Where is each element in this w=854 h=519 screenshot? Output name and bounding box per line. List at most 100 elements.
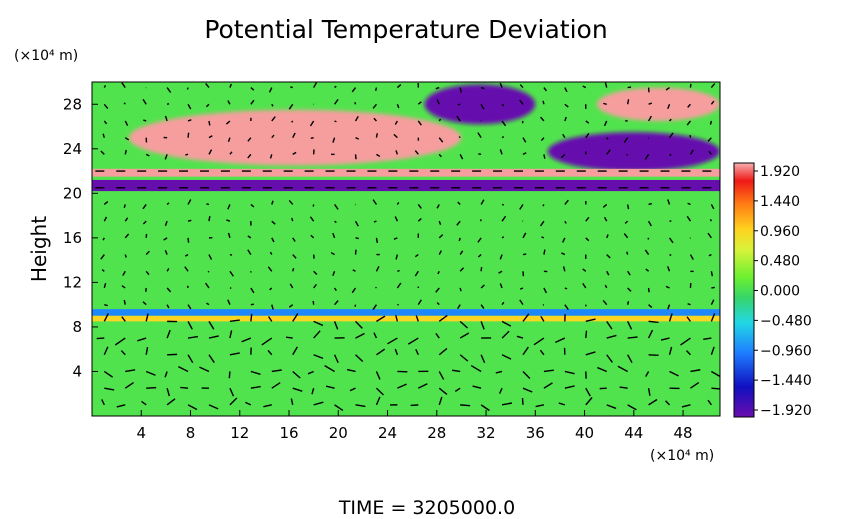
wind-vector [164,220,168,227]
wind-vector [477,132,482,139]
wind-vector [334,220,337,224]
wind-vector [187,321,193,330]
wind-vector [271,116,276,122]
wind-vector [229,319,240,323]
wind-vector [562,237,566,243]
wind-vector [703,337,712,341]
wind-vector [667,104,671,110]
wind-vector [604,284,608,289]
wind-vector [456,115,461,122]
wind-vector [103,313,109,322]
wind-vector [187,199,192,205]
wind-vector [438,387,448,396]
wind-vector [645,371,650,377]
wind-vector [124,120,129,126]
wind-vector [710,204,715,210]
wind-vector [647,329,654,339]
wind-vector [292,151,297,155]
wind-vector [313,270,318,275]
wind-vector [519,204,524,210]
wind-vector [250,203,255,208]
wind-vector [100,150,105,155]
wind-vector [145,347,149,355]
wind-vector [206,203,210,206]
wind-vector [501,136,505,139]
y-tick-label: 12 [63,273,82,291]
wind-vector [123,299,126,305]
wind-vector [501,103,505,107]
wind-vector [164,115,168,122]
wind-vector [122,270,126,276]
wind-vector [585,318,596,323]
wind-vector [711,370,720,378]
wind-vector [187,304,192,310]
wind-vector [143,119,147,122]
wind-vector [332,137,336,143]
wind-vector [457,201,461,205]
wind-vector [271,369,282,373]
wind-vector [121,316,126,322]
wind-vector [516,335,524,339]
wind-vector [647,388,651,396]
wind-vector [325,385,335,389]
x-axis-unit: (×10⁴ m) [650,448,714,464]
wind-vector [101,399,105,406]
wind-vector [333,287,337,291]
wind-vector [438,396,443,406]
wind-vector [387,337,398,345]
wind-vector [227,232,231,239]
wind-vector [501,320,512,327]
wind-vector [206,302,210,306]
wind-vector [332,232,336,239]
wind-vector [582,268,587,272]
wind-vector [121,285,126,289]
region-tropopause-cold [92,179,720,192]
wind-vector [311,387,315,395]
wind-vector [180,386,189,389]
wind-vector [539,349,545,356]
wind-vector [522,346,529,356]
wind-vector [375,133,378,138]
wind-vector [648,202,653,206]
wind-vector [564,287,568,290]
wind-vector-field [95,82,720,412]
wind-vector [103,103,109,110]
wind-vector [585,237,590,242]
wind-vector [310,234,315,239]
wind-vector [707,399,712,406]
wind-vector [480,284,485,289]
wind-vector [395,315,399,322]
wind-vector [669,118,672,122]
wind-vector [354,220,359,227]
wind-vector [376,153,381,158]
wind-vector [414,150,419,155]
wind-vector [313,320,324,327]
wind-vector [166,329,171,339]
wind-vector [250,303,254,306]
wind-vector [535,404,545,408]
wind-vector [310,136,314,139]
plot-frame [91,81,721,417]
colorbar-tick-label: −1.440 [760,373,812,389]
wind-vector [414,253,419,258]
wind-vector [313,82,318,88]
wind-vector [333,321,339,330]
wind-vector [477,254,482,258]
wind-vector [103,201,109,206]
wind-vector [480,199,485,205]
wind-vector [208,120,211,126]
wind-vector [626,204,630,210]
wind-vector [540,116,545,122]
wind-vector [271,134,275,139]
wind-vector [564,116,567,122]
x-tick-label: 40 [575,424,594,442]
wind-vector [227,100,231,105]
wind-vector [372,103,377,109]
wind-vector [164,249,168,255]
y-axis-unit: (×10⁴ m) [14,48,78,64]
wind-vector [227,204,231,210]
wind-vector [373,332,378,339]
wind-vector [309,216,315,222]
wind-vector [375,286,377,289]
